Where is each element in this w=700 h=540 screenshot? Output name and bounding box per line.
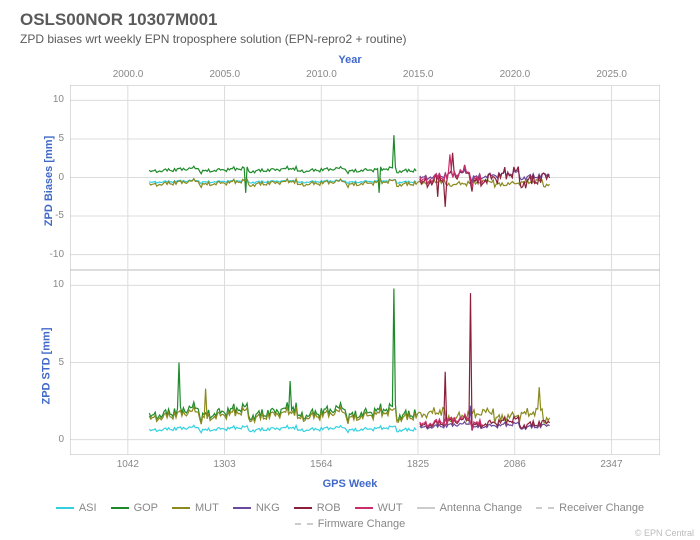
tick-y: 5 (36, 357, 64, 368)
legend: ASI GOP MUT NKG ROB WUT Antenna Change Receiver… (0, 502, 700, 530)
legend-item-firmware-change[interactable]: Firmware Change (295, 518, 405, 530)
legend-label: Antenna Change (440, 502, 523, 514)
legend-item-rob[interactable]: ROB (294, 502, 341, 514)
plot-area (70, 85, 660, 455)
legend-swatch (417, 507, 435, 509)
tick-y: 10 (36, 279, 64, 290)
tick-bottom: 1564 (310, 459, 332, 470)
plot-svg (70, 85, 660, 455)
legend-item-receiver-change[interactable]: Receiver Change (536, 502, 644, 514)
legend-item-wut[interactable]: WUT (355, 502, 403, 514)
tick-top: 2020.0 (500, 69, 531, 80)
chart-title: OSLS00NOR 10307M001 (20, 10, 218, 30)
credit-label: © EPN Central (635, 528, 694, 538)
legend-swatch (172, 507, 190, 509)
legend-swatch (295, 523, 313, 525)
tick-y: 0 (36, 434, 64, 445)
legend-label: Firmware Change (318, 518, 405, 530)
legend-label: ASI (79, 502, 97, 514)
tick-y: 5 (36, 133, 64, 144)
tick-bottom: 2086 (504, 459, 526, 470)
tick-y: 0 (36, 172, 64, 183)
chart-subtitle: ZPD biases wrt weekly EPN troposphere so… (20, 32, 407, 46)
tick-bottom: 1825 (407, 459, 429, 470)
legend-swatch (355, 507, 373, 509)
top-axis-label: Year (338, 54, 361, 66)
tick-y: -5 (36, 210, 64, 221)
legend-label: MUT (195, 502, 219, 514)
legend-label: GOP (134, 502, 158, 514)
legend-swatch (233, 507, 251, 509)
legend-item-antenna-change[interactable]: Antenna Change (417, 502, 523, 514)
tick-y: 10 (36, 94, 64, 105)
legend-swatch (294, 507, 312, 509)
tick-bottom: 1303 (213, 459, 235, 470)
tick-top: 2000.0 (113, 69, 144, 80)
legend-item-asi[interactable]: ASI (56, 502, 97, 514)
tick-bottom: 2347 (600, 459, 622, 470)
tick-top: 2015.0 (403, 69, 434, 80)
legend-item-mut[interactable]: MUT (172, 502, 219, 514)
legend-label: WUT (378, 502, 403, 514)
bottom-axis-label: GPS Week (323, 478, 378, 490)
tick-bottom: 1042 (117, 459, 139, 470)
legend-swatch (536, 507, 554, 509)
legend-item-nkg[interactable]: NKG (233, 502, 280, 514)
legend-swatch (111, 507, 129, 509)
tick-top: 2010.0 (306, 69, 337, 80)
tick-top: 2025.0 (596, 69, 627, 80)
tick-top: 2005.0 (209, 69, 240, 80)
chart-container: OSLS00NOR 10307M001 ZPD biases wrt weekl… (0, 0, 700, 540)
tick-y: -10 (36, 249, 64, 260)
legend-swatch (56, 507, 74, 509)
legend-label: ROB (317, 502, 341, 514)
legend-label: Receiver Change (559, 502, 644, 514)
legend-label: NKG (256, 502, 280, 514)
legend-item-gop[interactable]: GOP (111, 502, 158, 514)
